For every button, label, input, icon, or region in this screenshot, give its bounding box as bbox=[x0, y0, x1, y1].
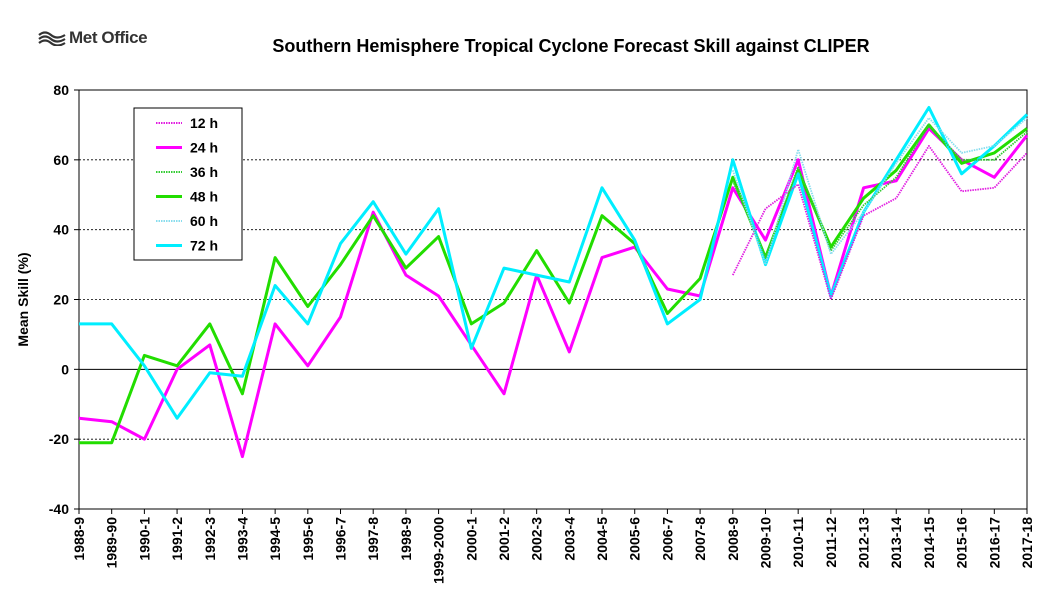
legend: 12 h 24 h 36 h 48 h 60 h 72 h bbox=[133, 107, 243, 261]
series-line-36-h bbox=[731, 124, 1028, 259]
legend-label-36-h: 36 h bbox=[190, 164, 218, 180]
x-tick-label: 2014-15 bbox=[921, 517, 937, 569]
x-tick-label: 2016-17 bbox=[986, 517, 1002, 569]
x-tick-label: 1999-2000 bbox=[431, 517, 447, 584]
x-tick-label: 2007-8 bbox=[692, 517, 708, 561]
axis-ticks bbox=[74, 89, 1028, 514]
x-tick-label: 1988-9 bbox=[71, 517, 87, 561]
grid-lines bbox=[79, 159, 1027, 440]
y-tick-label: 0 bbox=[61, 361, 69, 377]
series-line-12-h bbox=[731, 145, 1028, 301]
met-office-logo: Met Office bbox=[38, 28, 148, 48]
x-tick-label: 1990-1 bbox=[136, 517, 152, 561]
met-office-logo-text: Met Office bbox=[69, 28, 148, 47]
x-tick-label: 2003-4 bbox=[561, 517, 577, 561]
x-tick-label: 1992-3 bbox=[202, 517, 218, 561]
series-line-60-h bbox=[731, 117, 1028, 266]
x-tick-label: 2008-9 bbox=[725, 517, 741, 561]
x-tick-label: 2000-1 bbox=[463, 517, 479, 561]
x-tick-label: 2010-11 bbox=[790, 517, 806, 568]
x-tick-label: 2009-10 bbox=[757, 517, 773, 569]
y-tick-label: -20 bbox=[49, 431, 69, 447]
series-lines bbox=[78, 106, 1029, 459]
series-line-48-h bbox=[79, 123, 1028, 445]
legend-label-24-h: 24 h bbox=[190, 140, 218, 156]
y-axis-title: Mean Skill (%) bbox=[15, 252, 31, 346]
legend-label-12-h: 12 h bbox=[190, 115, 218, 131]
met-office-logo-icon bbox=[38, 31, 66, 46]
series-line-24-h bbox=[78, 126, 1029, 459]
y-tick-label: -40 bbox=[49, 501, 69, 517]
x-tick-label: 1995-6 bbox=[300, 517, 316, 561]
x-tick-label: 2006-7 bbox=[659, 517, 675, 561]
y-tick-label: 40 bbox=[53, 222, 69, 238]
y-tick-label: 60 bbox=[53, 152, 69, 168]
x-tick-label: 2005-6 bbox=[627, 517, 643, 561]
x-tick-label: 2001-2 bbox=[496, 517, 512, 561]
x-tick-label: 1996-7 bbox=[333, 517, 349, 561]
legend-box bbox=[133, 107, 243, 261]
legend-label-48-h: 48 h bbox=[190, 189, 218, 205]
chart-title: Southern Hemisphere Tropical Cyclone For… bbox=[272, 36, 870, 56]
y-tick-labels: -40 -20 0 20 40 60 80 bbox=[49, 82, 69, 517]
x-tick-labels: 1988-9 1989-90 1990-1 1991-2 1992-3 1993-4 199… bbox=[71, 517, 1035, 584]
x-tick-label: 1997-8 bbox=[365, 517, 381, 561]
legend-label-72-h: 72 h bbox=[190, 238, 218, 254]
x-tick-label: 2011-12 bbox=[823, 517, 839, 568]
x-tick-label: 2017-18 bbox=[1019, 517, 1035, 569]
y-tick-label: 80 bbox=[53, 82, 69, 98]
x-tick-label: 1989-90 bbox=[104, 517, 120, 569]
legend-label-60-h: 60 h bbox=[190, 213, 218, 229]
x-tick-label: 2015-16 bbox=[954, 517, 970, 569]
x-tick-label: 2004-5 bbox=[594, 517, 610, 561]
x-tick-label: 2002-3 bbox=[529, 517, 545, 561]
x-tick-label: 2012-13 bbox=[856, 517, 872, 569]
x-tick-label: 1993-4 bbox=[234, 517, 250, 561]
x-tick-label: 1994-5 bbox=[267, 517, 283, 561]
x-tick-label: 2013-14 bbox=[888, 517, 904, 569]
y-tick-label: 20 bbox=[53, 292, 69, 308]
x-tick-label: 1998-9 bbox=[398, 517, 414, 561]
x-tick-label: 1991-2 bbox=[169, 517, 185, 561]
